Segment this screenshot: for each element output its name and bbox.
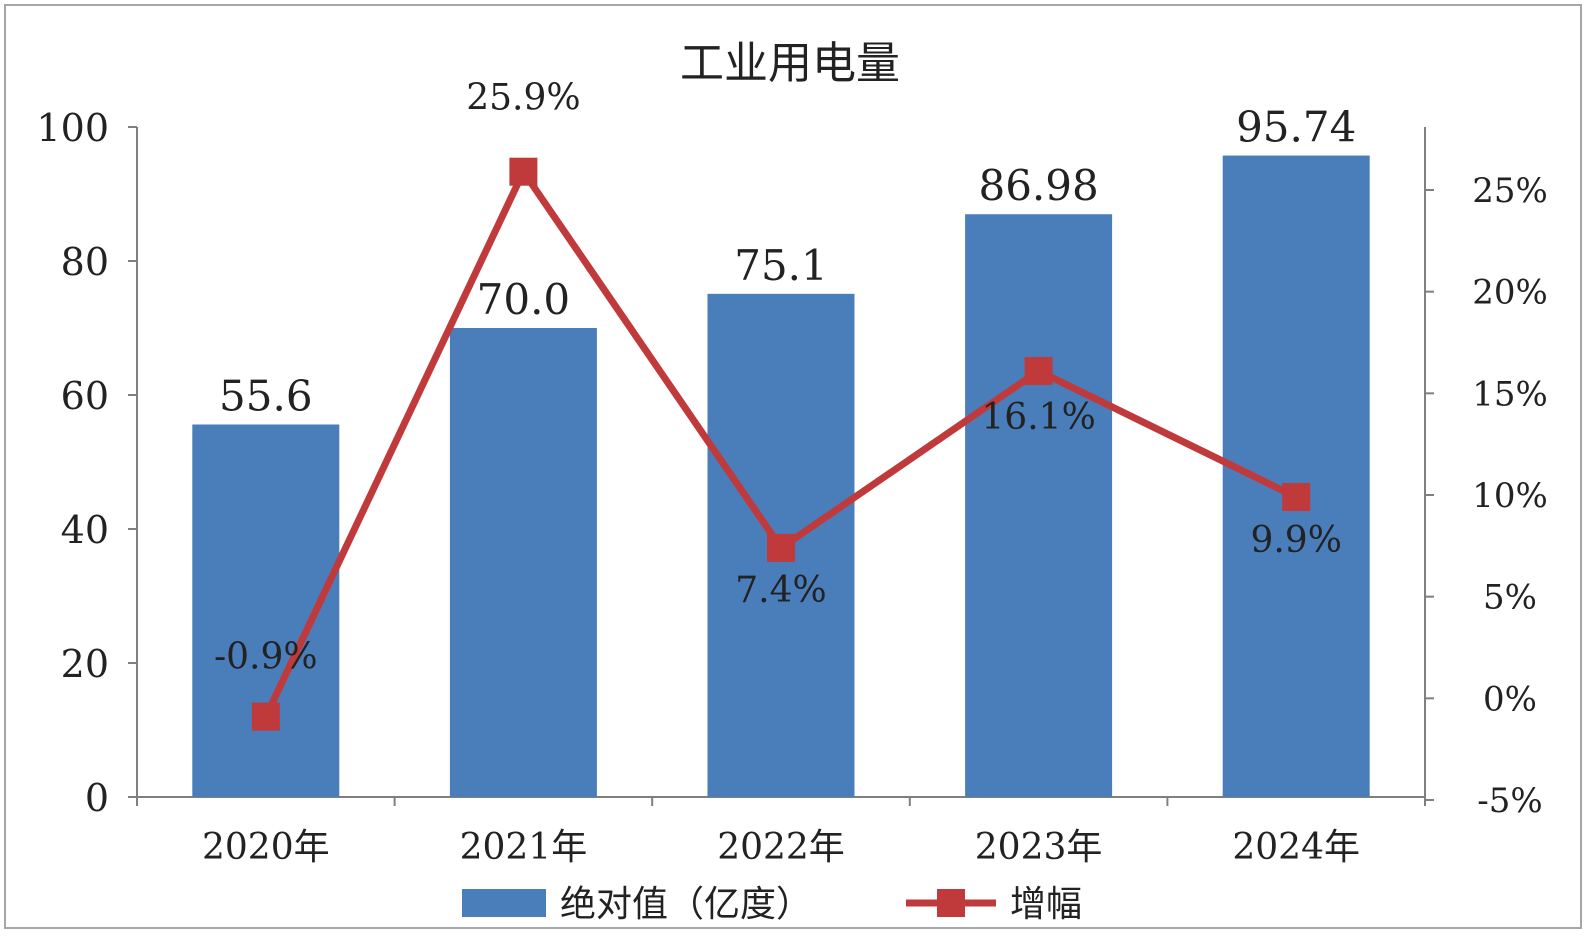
bar: [965, 214, 1113, 797]
bar-value-label: 75.1: [734, 241, 828, 290]
x-tick-label: 2024年: [1232, 827, 1360, 868]
bar-value-label: 55.6: [219, 371, 313, 420]
legend-swatch-marker: [937, 889, 965, 917]
y-left-tick-label: 0: [85, 776, 109, 820]
line-point-marker: [509, 157, 538, 186]
y-left-tick-label: 100: [36, 106, 109, 150]
x-tick-label: 2021年: [460, 827, 588, 868]
line-value-label: 25.9%: [466, 78, 580, 119]
legend-label-line: 增幅: [1010, 884, 1082, 925]
bar: [449, 328, 597, 797]
y-right-tick-label: 10%: [1472, 476, 1548, 516]
bar-value-label: 86.98: [978, 161, 1098, 210]
y-left-tick-label: 60: [61, 374, 109, 418]
y-right-tick-label: 20%: [1472, 273, 1548, 313]
x-tick-label: 2022年: [717, 827, 845, 868]
y-right-tick-label: 0%: [1483, 679, 1537, 719]
x-tick-label: 2023年: [975, 827, 1103, 868]
line-point-marker: [767, 533, 795, 562]
y-left-tick-label: 40: [61, 508, 109, 552]
line-point-marker: [251, 702, 280, 731]
line-point-marker: [1282, 483, 1311, 512]
y-right-tick-label: 15%: [1472, 374, 1548, 414]
y-right-tick-label: 5%: [1483, 578, 1537, 618]
line-point-marker: [1024, 356, 1053, 385]
y-right-tick-label: 25%: [1472, 171, 1548, 211]
line-value-label: 16.1%: [981, 397, 1095, 438]
bar-value-label: 95.74: [1236, 103, 1356, 152]
line-value-label: 9.9%: [1250, 520, 1341, 561]
y-left-tick-label: 20: [61, 642, 109, 686]
line-value-label: -0.9%: [214, 637, 318, 678]
x-tick-label: 2020年: [202, 827, 330, 868]
bar-value-label: 70.0: [477, 275, 571, 324]
bar: [1222, 155, 1370, 798]
chart-title: 工业用电量: [680, 38, 900, 89]
line-value-label: 7.4%: [735, 570, 826, 611]
y-left-tick-label: 80: [61, 240, 109, 284]
legend-swatch-bar: [462, 889, 546, 917]
y-right-tick-label: -5%: [1477, 781, 1542, 821]
legend-label-bar: 绝对值（亿度）: [560, 884, 812, 925]
